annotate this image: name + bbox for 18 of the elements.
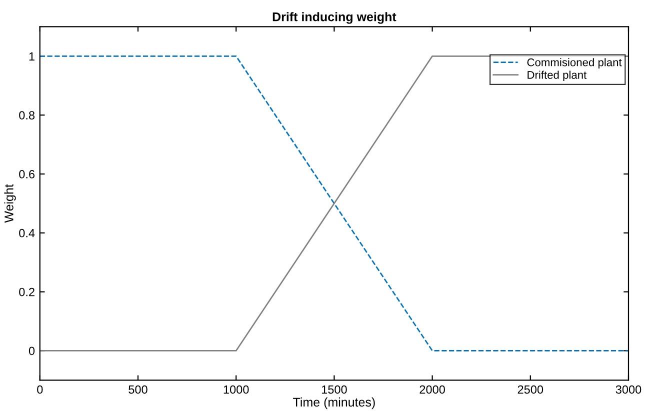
y-tick-label: 1 bbox=[29, 52, 34, 60]
x-tick-label: 2500 bbox=[518, 385, 544, 394]
y-tick-label: 0.2 bbox=[19, 288, 34, 296]
x-tick-label: 500 bbox=[128, 385, 148, 394]
x-tick-label: 2000 bbox=[420, 385, 445, 394]
y-tick-label: 0 bbox=[28, 346, 35, 356]
x-tick-label: 3000 bbox=[616, 385, 642, 394]
y-tick-label: 0.8 bbox=[19, 111, 35, 120]
x-tick-label: 1000 bbox=[224, 385, 249, 394]
x-tick-label: 1500 bbox=[322, 385, 347, 394]
x-axis-title: Time (minutes) bbox=[293, 397, 375, 410]
chart-title: Drift inducing weight bbox=[272, 12, 396, 24]
x-tick-label: 0 bbox=[37, 385, 43, 394]
legend-label: Drifted plant bbox=[528, 70, 587, 82]
legend-label: Commisioned plant bbox=[527, 58, 622, 68]
y-tick-label: 0.6 bbox=[19, 170, 35, 178]
y-axis-title: Weight bbox=[4, 184, 16, 223]
y-tick-label: 0.4 bbox=[19, 228, 35, 238]
